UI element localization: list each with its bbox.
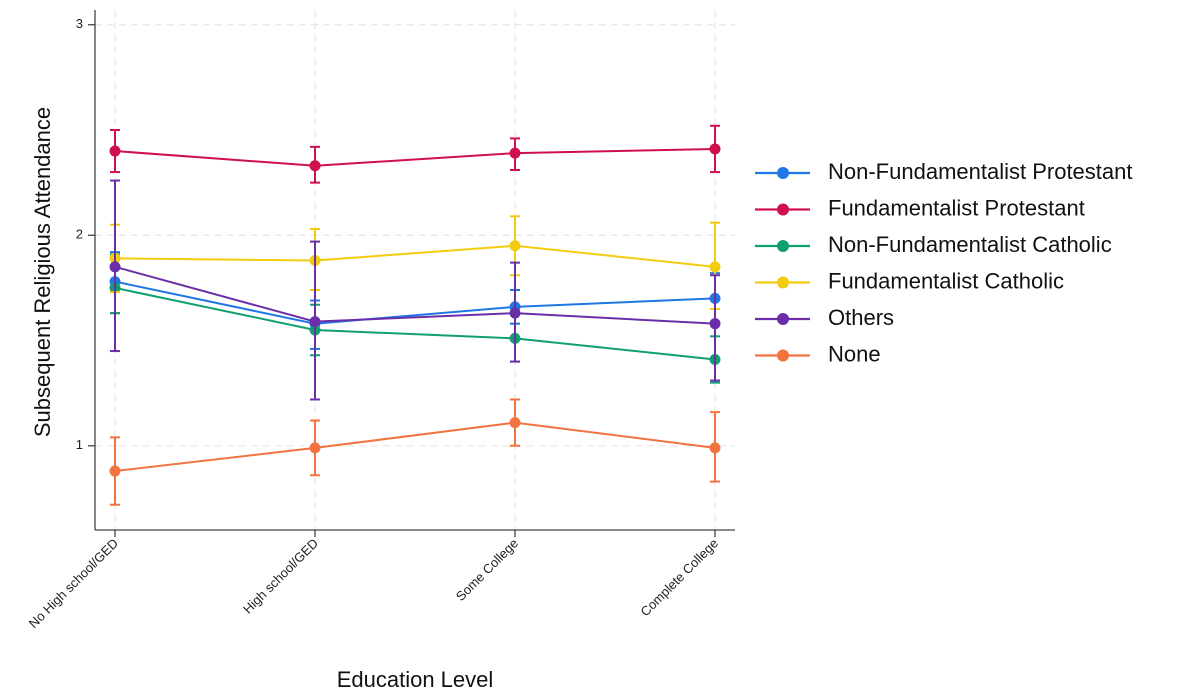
y-tick-label: 3 [76, 16, 83, 31]
legend-swatch-marker [777, 203, 789, 216]
x-tick-label: Complete College [637, 536, 721, 620]
legend-swatch-marker [777, 276, 789, 289]
series-line [114, 286, 716, 361]
legend-swatch-marker [777, 349, 789, 362]
data-point [109, 261, 121, 273]
series-group [109, 179, 721, 401]
y-axis-title: Subsequent Religious Attendance [30, 107, 55, 437]
legend-label: Fundamentalist Catholic [828, 268, 1064, 293]
x-axis-title: Education Level [337, 667, 494, 691]
data-point [509, 307, 521, 319]
legend-label: Non-Fundamentalist Protestant [828, 159, 1133, 184]
data-point [709, 442, 721, 454]
data-point [309, 442, 321, 454]
x-tick-label: High school/GED [240, 536, 321, 617]
x-tick-label: Some College [453, 536, 521, 604]
series-line [114, 244, 716, 268]
series-line [114, 280, 716, 325]
legend-label: Non-Fundamentalist Catholic [828, 232, 1112, 257]
series-line [114, 421, 716, 473]
data-point [309, 316, 321, 328]
legend-swatch-marker [777, 240, 789, 252]
legend: Non-Fundamentalist Protestant Fundamental… [755, 159, 1133, 366]
data-point [509, 147, 521, 159]
legend-swatch-marker [777, 167, 789, 179]
y-tick-label: 1 [76, 437, 83, 452]
series-group [109, 398, 721, 506]
legend-swatch-marker [777, 313, 789, 325]
legend-label: Fundamentalist Protestant [828, 195, 1085, 220]
series-line [114, 265, 716, 325]
ticks: 1 2 3 No High school/GED High school/GED Some… [26, 16, 721, 631]
data-point [109, 465, 121, 477]
y-tick-label: 2 [76, 227, 83, 242]
data-point [509, 240, 521, 252]
data-point [509, 417, 521, 429]
legend-label: Others [828, 305, 894, 330]
series-line [114, 147, 716, 167]
series-group [109, 215, 721, 310]
data-point [709, 143, 721, 155]
series [109, 124, 721, 506]
series-group [109, 124, 721, 184]
data-point [709, 318, 721, 330]
axes [94, 10, 735, 531]
data-point [709, 261, 721, 273]
grid [95, 10, 735, 530]
x-tick-label: No High school/GED [26, 536, 121, 631]
data-point [309, 160, 321, 172]
legend-label: None [828, 341, 881, 366]
data-point [109, 145, 121, 157]
